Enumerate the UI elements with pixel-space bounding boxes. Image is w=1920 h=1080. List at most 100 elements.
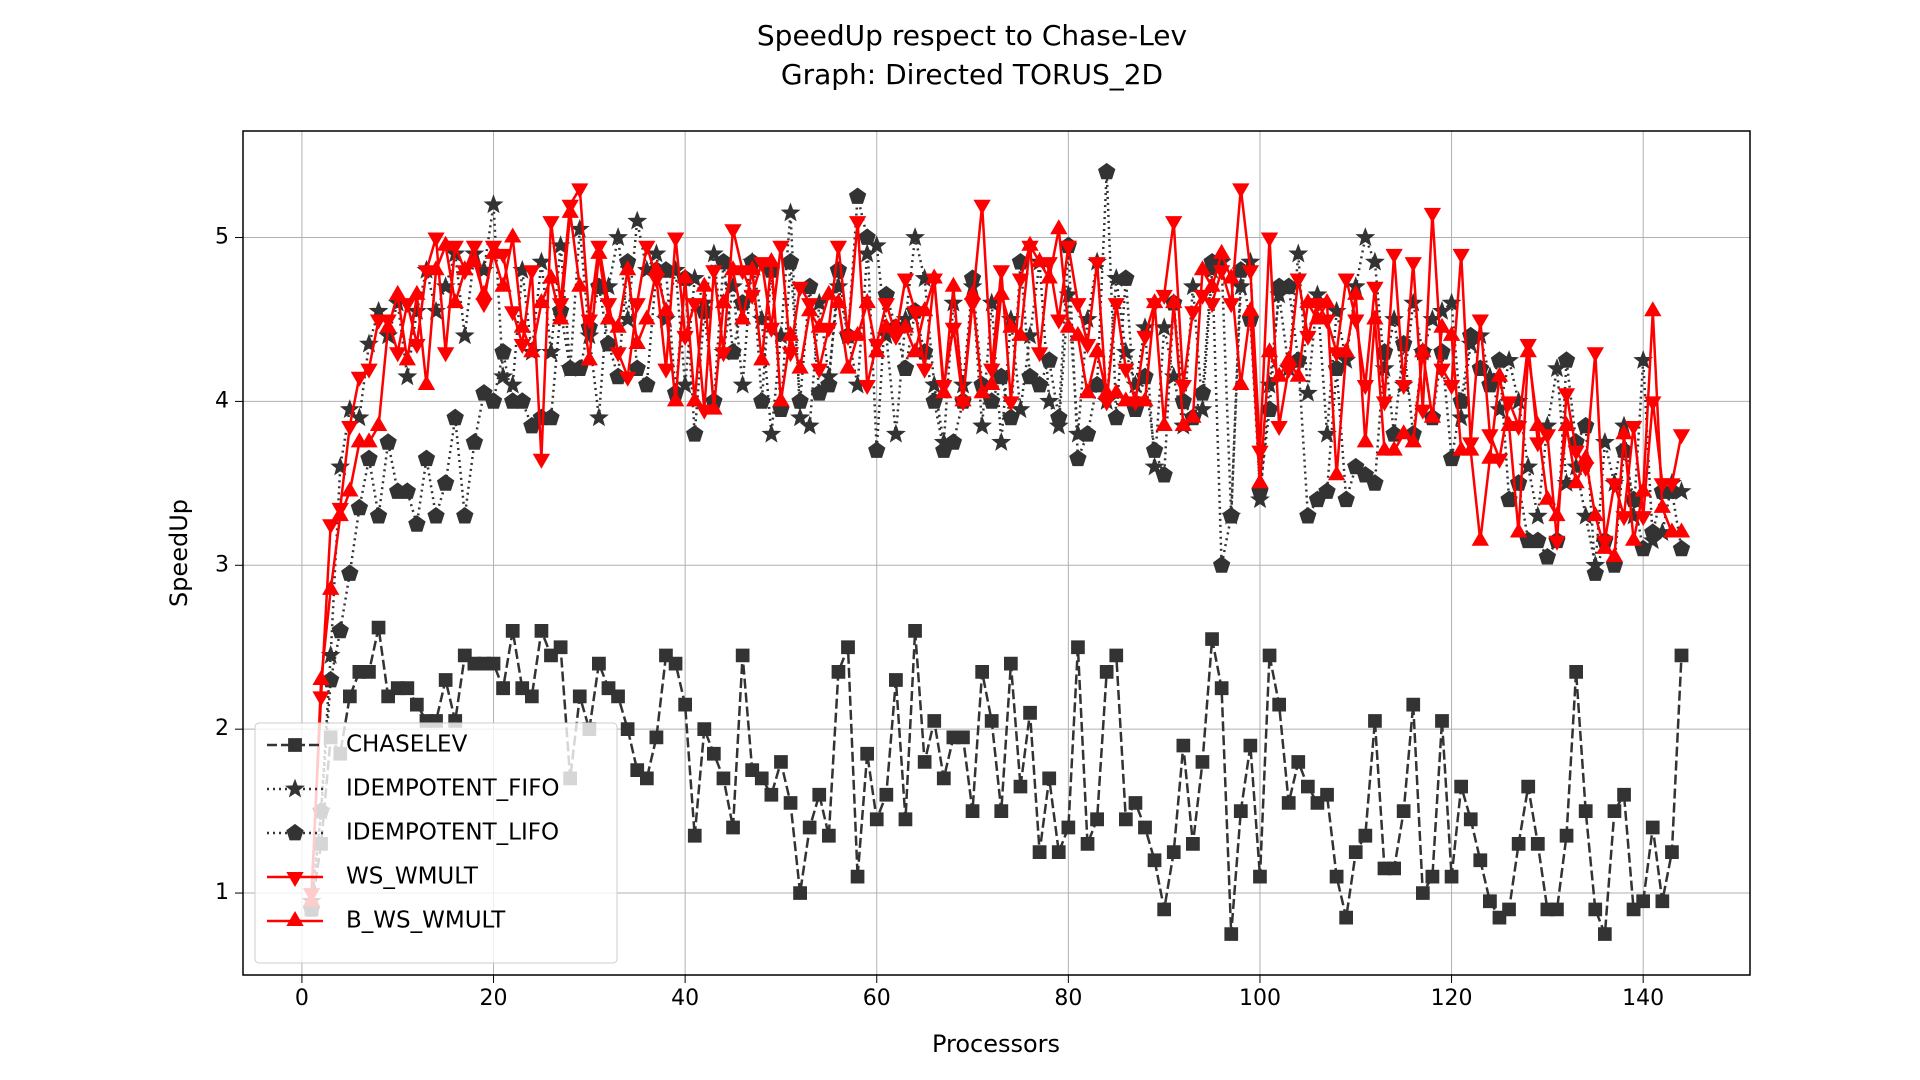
marker xyxy=(369,416,388,431)
marker xyxy=(1442,325,1461,341)
marker xyxy=(1289,366,1307,382)
marker xyxy=(427,232,445,248)
marker xyxy=(762,252,781,268)
marker xyxy=(723,276,743,296)
legend-label: IDEMPOTENT_LIFO xyxy=(346,820,559,846)
marker xyxy=(1320,787,1334,802)
marker xyxy=(638,375,656,393)
marker xyxy=(1099,665,1114,679)
x-tick-label: 20 xyxy=(480,986,508,1011)
marker xyxy=(1358,828,1373,843)
marker xyxy=(408,515,426,532)
marker xyxy=(1243,738,1258,753)
marker xyxy=(542,216,560,232)
marker xyxy=(1155,466,1173,483)
x-tick-label: 80 xyxy=(1054,986,1082,1011)
marker xyxy=(716,771,731,786)
marker xyxy=(1481,448,1499,464)
marker xyxy=(640,771,654,786)
series-line xyxy=(310,212,1682,902)
marker xyxy=(1260,232,1279,248)
marker xyxy=(1270,421,1288,436)
marker xyxy=(1107,408,1125,426)
marker xyxy=(754,771,769,786)
marker xyxy=(686,391,704,407)
marker xyxy=(781,325,800,341)
series-line xyxy=(310,625,1683,935)
marker xyxy=(1519,342,1537,358)
marker xyxy=(620,722,635,736)
marker xyxy=(350,371,369,387)
marker xyxy=(829,261,848,278)
plot-frame xyxy=(242,130,1751,976)
marker xyxy=(1490,351,1509,368)
marker xyxy=(1634,481,1652,497)
marker xyxy=(858,228,876,245)
marker xyxy=(1423,207,1442,223)
marker xyxy=(1672,522,1691,538)
legend-label: WS_WMULT xyxy=(346,864,479,890)
marker xyxy=(525,689,539,704)
marker xyxy=(1538,429,1557,445)
marker xyxy=(1184,306,1202,322)
marker xyxy=(963,284,982,300)
marker xyxy=(1050,219,1068,235)
marker xyxy=(341,564,359,581)
marker xyxy=(532,293,551,309)
marker xyxy=(686,425,704,442)
marker xyxy=(1002,317,1020,333)
marker xyxy=(1184,407,1202,423)
marker xyxy=(1586,347,1604,363)
marker xyxy=(1241,265,1260,281)
marker xyxy=(1337,273,1355,289)
marker xyxy=(1521,779,1536,794)
marker xyxy=(944,276,963,292)
marker xyxy=(1212,243,1231,259)
marker xyxy=(1327,465,1346,481)
marker xyxy=(898,812,913,827)
marker xyxy=(1365,251,1385,271)
marker xyxy=(465,433,484,450)
marker xyxy=(1004,656,1018,671)
marker xyxy=(781,252,800,270)
marker xyxy=(1433,317,1451,333)
marker xyxy=(1297,382,1318,402)
marker xyxy=(1502,902,1516,917)
marker xyxy=(810,363,828,379)
marker xyxy=(649,730,664,745)
marker xyxy=(1663,478,1681,494)
marker xyxy=(1355,227,1376,246)
marker xyxy=(532,453,551,469)
marker xyxy=(1299,293,1317,309)
marker xyxy=(1165,216,1183,232)
marker xyxy=(905,227,925,246)
marker xyxy=(331,621,349,639)
marker xyxy=(697,722,712,736)
marker xyxy=(973,383,991,399)
marker xyxy=(410,697,424,712)
marker xyxy=(360,432,378,448)
marker xyxy=(1471,314,1489,330)
marker xyxy=(1550,902,1564,917)
marker xyxy=(666,391,685,407)
marker xyxy=(1260,342,1279,358)
marker xyxy=(1262,648,1277,663)
marker xyxy=(1205,632,1219,646)
marker xyxy=(427,506,445,524)
marker xyxy=(1021,367,1039,385)
marker xyxy=(436,347,455,363)
marker xyxy=(571,276,589,292)
marker xyxy=(1155,289,1173,305)
marker xyxy=(992,284,1010,300)
marker xyxy=(1414,404,1432,420)
marker xyxy=(379,433,397,450)
marker xyxy=(1339,910,1353,925)
marker xyxy=(1088,257,1106,273)
chart-subtitle: Graph: Directed TORUS_2D xyxy=(781,58,1163,91)
marker xyxy=(341,421,359,436)
marker xyxy=(820,284,838,300)
marker xyxy=(1567,473,1585,489)
marker xyxy=(647,260,666,276)
marker xyxy=(877,298,895,314)
